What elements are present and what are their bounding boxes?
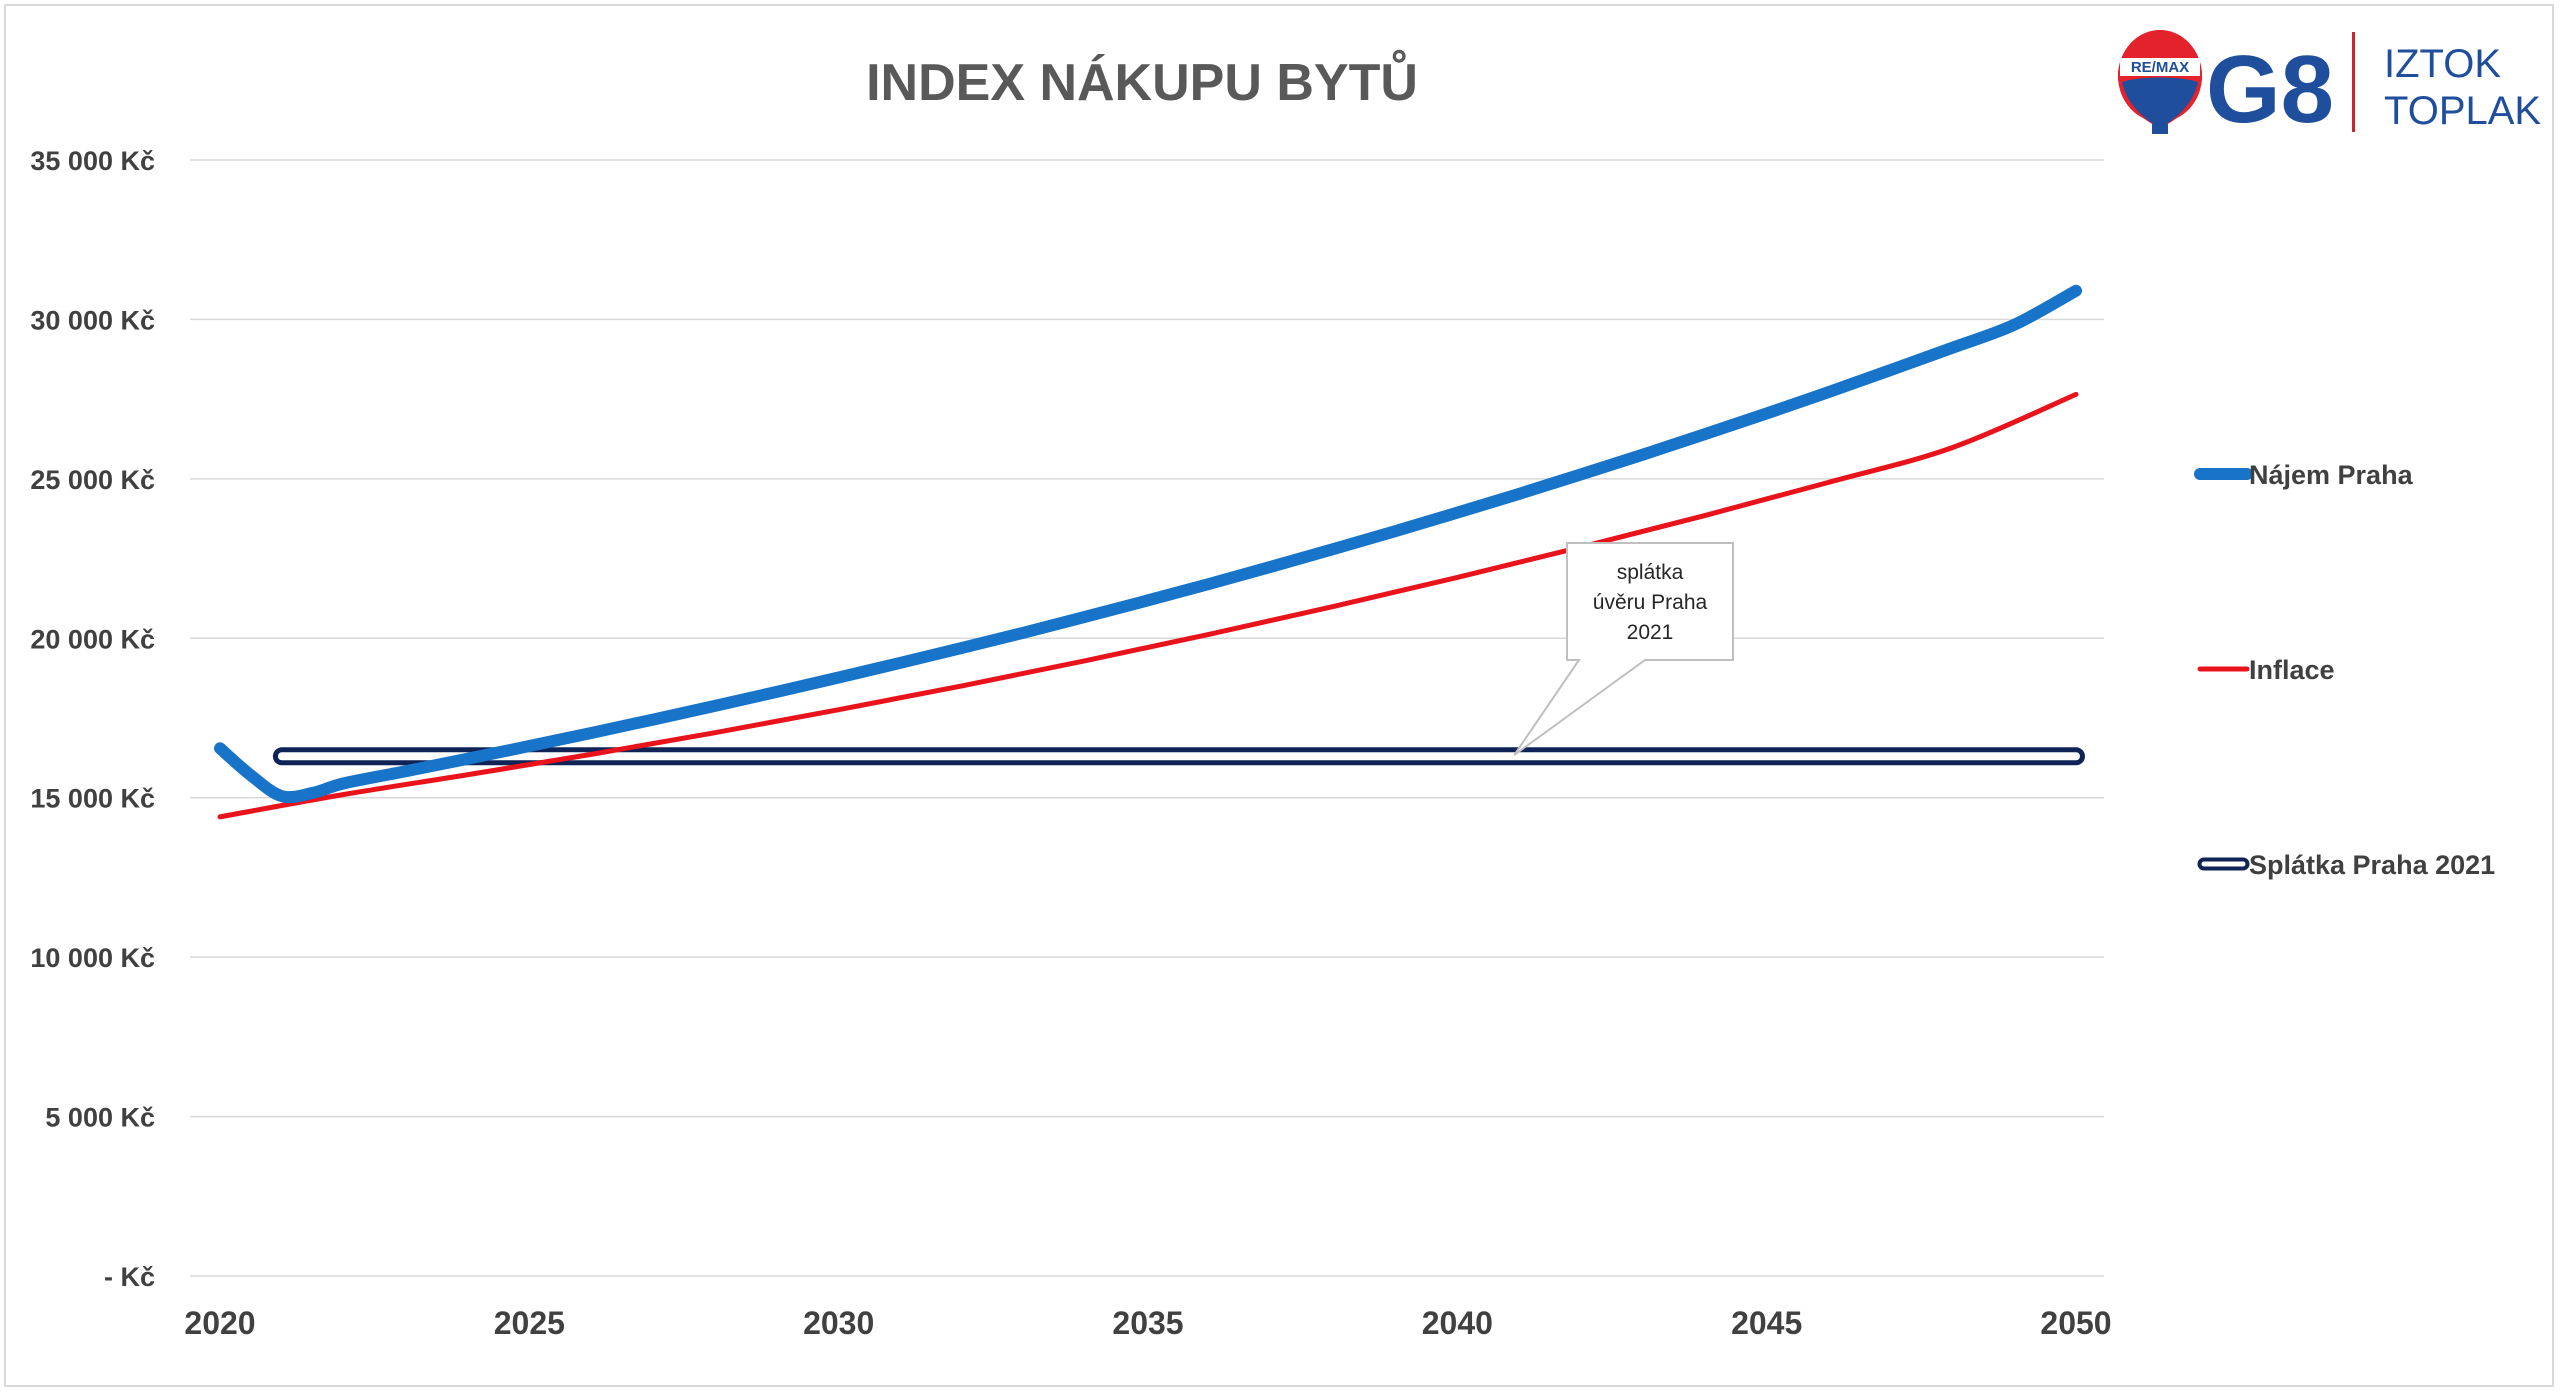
y-tick-label: - Kč — [104, 1262, 155, 1292]
x-tick-label: 2025 — [494, 1305, 565, 1341]
x-tick-label: 2040 — [1422, 1305, 1493, 1341]
callout: splátka úvěru Praha 2021 — [1513, 542, 1734, 756]
legend-label: Nájem Praha — [2249, 460, 2414, 490]
logo-g8-mark: G8 — [2206, 36, 2334, 143]
logo-balloon-text: RE/MAX — [2131, 59, 2189, 76]
legend: Nájem Praha Inflace Splátka Praha 2021 — [2194, 460, 2495, 880]
series-line-najem-praha — [214, 284, 2082, 804]
y-tick-label: 35 000 Kč — [30, 146, 155, 176]
y-tick-label: 10 000 Kč — [30, 943, 155, 973]
gridlines — [190, 159, 2104, 1277]
y-tick-label: 25 000 Kč — [30, 465, 155, 495]
remax-g8-logo: RE/MAX G8 IZTOK TOPLAK — [2118, 30, 2541, 143]
series-line-inflace — [217, 391, 2079, 820]
callout-text-line: splátka — [1617, 561, 1684, 584]
x-tick-label: 2050 — [2040, 1305, 2111, 1341]
x-tick-label: 2035 — [1112, 1305, 1183, 1341]
series-lines — [214, 284, 2085, 820]
chart-title: INDEX NÁKUPU BYTŮ — [866, 49, 1418, 112]
y-tick-label: 30 000 Kč — [30, 305, 155, 335]
y-tick-label: 5 000 Kč — [45, 1103, 155, 1133]
logo-name-line2: TOPLAK — [2384, 89, 2541, 133]
logo-name-line1: IZTOK — [2384, 42, 2501, 86]
x-tick-label: 2030 — [803, 1305, 874, 1341]
chart-frame — [4, 4, 2554, 1387]
x-tick-label: 2045 — [1731, 1305, 1802, 1341]
callout-box — [1513, 542, 1734, 756]
logo-divider — [2352, 32, 2355, 132]
remax-balloon-icon: RE/MAX — [2118, 30, 2202, 134]
legend-label: Inflace — [2249, 655, 2335, 685]
y-tick-label: 15 000 Kč — [30, 784, 155, 814]
x-axis-ticks: 2020 2025 2030 2035 2040 2045 2050 — [184, 1305, 2111, 1341]
y-axis-ticks: 35 000 Kč 30 000 Kč 25 000 Kč 20 000 Kč 15 0… — [30, 146, 155, 1292]
x-tick-label: 2020 — [184, 1305, 255, 1341]
legend-label: Splátka Praha 2021 — [2249, 850, 2495, 880]
y-tick-label: 20 000 Kč — [30, 624, 155, 654]
callout-text-line: 2021 — [1627, 621, 1674, 644]
callout-text-line: úvěru Praha — [1593, 591, 1708, 614]
